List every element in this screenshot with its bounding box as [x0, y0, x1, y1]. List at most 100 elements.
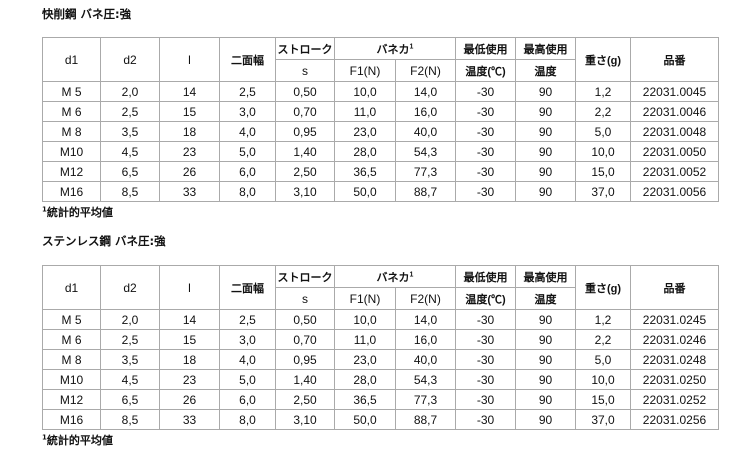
section-title: ステンレス鋼 バネ圧:強: [42, 234, 166, 248]
table-cell: 90: [515, 349, 576, 370]
table-cell: 5,0: [575, 121, 631, 142]
header-row: d1 d2 l 二面幅 ストローク バネカ1 最低使用 最高使用 重さ(g) 品…: [42, 37, 719, 82]
table-cell: 28,0: [334, 141, 396, 162]
table-cell: 15,0: [575, 161, 631, 182]
table-row: M 6 2,5 15 3,0 0,70 11,0 16,0 -30 90 2,2 22031.004…: [42, 101, 719, 122]
table-cell: 4,5: [100, 141, 160, 162]
table-cell: 23,0: [334, 349, 396, 370]
footnote-mark: 1: [42, 205, 47, 214]
table-cell: M 6: [42, 329, 101, 350]
table-cell: 4,5: [100, 369, 160, 390]
table-cell: 5,0: [219, 141, 276, 162]
table-cell: 22031.0250: [630, 369, 719, 390]
table-cell: 8,0: [219, 409, 276, 430]
header-spring-label: バネカ: [376, 271, 410, 284]
table-cell: 14: [159, 309, 220, 330]
table-cell: 88,7: [395, 409, 456, 430]
table-cell: 90: [515, 81, 576, 102]
table-row: M16 8,5 33 8,0 3,10 50,0 88,7 -30 90 37,0 22031.02…: [42, 409, 719, 430]
footnote-mark: 1: [409, 42, 414, 50]
table-cell: 22031.0045: [630, 81, 719, 102]
table-row: M10 4,5 23 5,0 1,40 28,0 54,3 -30 90 10,0 22031.00…: [42, 141, 719, 162]
table-cell: 14,0: [395, 81, 456, 102]
header-row: d1 d2 l 二面幅 ストローク バネカ1 最低使用 最高使用 重さ(g) 品…: [42, 265, 719, 310]
table-cell: -30: [455, 141, 516, 162]
table-cell: 5,0: [575, 349, 631, 370]
table-cell: 2,5: [219, 309, 276, 330]
table-row: M 6 2,5 15 3,0 0,70 11,0 16,0 -30 90 2,2 22031.024…: [42, 329, 719, 350]
table-cell: 0,50: [275, 309, 335, 330]
header-nimenhaba: 二面幅: [219, 265, 276, 310]
table-cell: 8,5: [100, 409, 160, 430]
table-cell: 23,0: [334, 121, 396, 142]
table-cell: 4,0: [219, 349, 276, 370]
header-spring-label: バネカ: [376, 43, 410, 56]
table-row: M10 4,5 23 5,0 1,40 28,0 54,3 -30 90 10,0 22031.02…: [42, 369, 719, 390]
table-cell: 54,3: [395, 369, 456, 390]
table-cell: 22031.0252: [630, 389, 719, 410]
table-cell: 90: [515, 181, 576, 202]
table-cell: 22031.0050: [630, 141, 719, 162]
table-cell: -30: [455, 409, 516, 430]
table-cell: 15: [159, 101, 220, 122]
table-cell: 37,0: [575, 409, 631, 430]
table-cell: M 6: [42, 101, 101, 122]
table-cell: 26: [159, 161, 220, 182]
table-cell: 36,5: [334, 161, 396, 182]
table-cell: 50,0: [334, 181, 396, 202]
table-cell: 0,95: [275, 349, 335, 370]
table-cell: 11,0: [334, 329, 396, 350]
table-cell: M10: [42, 369, 101, 390]
table-row: M 5 2,0 14 2,5 0,50 10,0 14,0 -30 90 1,2 22031.024…: [42, 309, 719, 330]
table-cell: -30: [455, 309, 516, 330]
footnote-text: 統計的平均値: [46, 206, 113, 219]
table-cell: 4,0: [219, 121, 276, 142]
table-cell: 90: [515, 409, 576, 430]
table-cell: 6,5: [100, 389, 160, 410]
spec-table: d1 d2 l 二面幅 ストローク バネカ1 最低使用 最高使用 重さ(g) 品…: [42, 265, 719, 430]
table-cell: 23: [159, 369, 220, 390]
header-nimenhaba: 二面幅: [219, 37, 276, 82]
header-weight: 重さ(g): [575, 265, 631, 310]
table-cell: -30: [455, 349, 516, 370]
table-cell: 90: [515, 101, 576, 122]
header-min-temp-2: 温度(℃): [455, 287, 516, 310]
header-f2: F2(N): [395, 59, 456, 82]
table-cell: 77,3: [395, 389, 456, 410]
table-cell: 3,0: [219, 101, 276, 122]
header-f1: F1(N): [334, 59, 396, 82]
table-cell: 1,2: [575, 309, 631, 330]
table-cell: 0,50: [275, 81, 335, 102]
table-row: M12 6,5 26 6,0 2,50 36,5 77,3 -30 90 15,0 22031.02…: [42, 389, 719, 410]
table-cell: 22031.0256: [630, 409, 719, 430]
header-spring-force: バネカ1: [334, 265, 456, 288]
table-cell: 8,5: [100, 181, 160, 202]
table-cell: M12: [42, 389, 101, 410]
table-cell: -30: [455, 81, 516, 102]
table-cell: 22031.0048: [630, 121, 719, 142]
table-cell: 1,2: [575, 81, 631, 102]
table-cell: 10,0: [575, 141, 631, 162]
table-cell: 90: [515, 161, 576, 182]
table-cell: 88,7: [395, 181, 456, 202]
table-cell: 16,0: [395, 101, 456, 122]
header-d2: d2: [100, 37, 160, 82]
table-row: M16 8,5 33 8,0 3,10 50,0 88,7 -30 90 37,0 22031.00…: [42, 181, 719, 202]
header-l: l: [159, 265, 220, 310]
table-cell: 22031.0052: [630, 161, 719, 182]
table-cell: 2,2: [575, 101, 631, 122]
header-s: s: [275, 59, 335, 82]
table-cell: M16: [42, 409, 101, 430]
header-l: l: [159, 37, 220, 82]
table-cell: -30: [455, 161, 516, 182]
table-cell: 3,0: [219, 329, 276, 350]
table-cell: -30: [455, 389, 516, 410]
table-cell: M 8: [42, 121, 101, 142]
table-cell: 90: [515, 121, 576, 142]
footnote-mark: 1: [409, 270, 414, 278]
header-d2: d2: [100, 265, 160, 310]
table-cell: 2,0: [100, 309, 160, 330]
table-cell: 18: [159, 121, 220, 142]
table-cell: -30: [455, 101, 516, 122]
header-d1: d1: [42, 265, 101, 310]
